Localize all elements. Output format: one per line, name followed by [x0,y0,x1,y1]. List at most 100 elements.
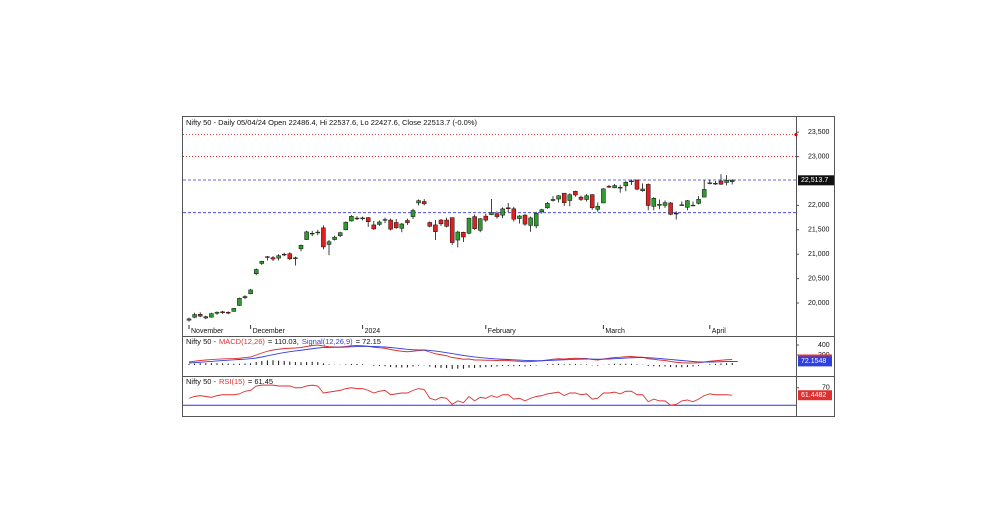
candle-body [561,192,567,203]
candle-body [410,210,416,217]
candle-body [567,194,573,201]
y-tick-label: 23,000 [808,153,830,160]
candle-body [281,253,287,256]
candle-body [489,212,494,215]
candle-body [231,308,237,312]
level-marker [794,132,798,137]
rsi-value-label: 61.4482 [801,392,826,399]
candle-body [242,296,248,298]
candle-body [472,216,477,229]
macd-line [188,344,733,364]
candle-body [718,180,724,185]
x-tick-label: 2024 [365,328,381,335]
candle-body [360,217,365,220]
candle-body [377,221,382,225]
x-tick-label: December [253,328,286,335]
header-part: = 110.03, [268,337,299,346]
candle-body [427,222,433,227]
candle-body [707,182,713,184]
header-part: Signal(12,26,9) [302,337,353,346]
candle-body [729,180,735,182]
candle-body [601,188,606,204]
candle-body [298,245,304,250]
candle-body [640,188,645,191]
y-tick-label: 21,500 [808,227,830,234]
candle-body [349,215,354,222]
candle-body [539,209,545,212]
candle-body [550,199,556,201]
header-part: RSI(15) [219,377,245,386]
x-tick-label: February [488,328,517,335]
candle-body [433,224,438,232]
candle-body [214,311,220,314]
candle-body [382,219,388,221]
candle-body [237,298,242,306]
candle-body [545,203,550,209]
candle-body [393,222,399,228]
rsi-line [188,384,733,406]
frame [182,116,835,417]
candle-body [326,241,332,245]
candle-body [690,204,696,207]
candle-body [606,186,612,188]
candle-body [511,208,517,220]
candle-body [477,218,483,231]
candle-body [388,219,393,230]
candle-body [438,219,444,225]
candle-body [444,219,449,227]
candle-body [220,311,225,313]
candle-body [679,204,685,206]
rsi-value-label-box [798,390,832,401]
candle-body [673,212,679,215]
candle-body [662,202,668,206]
candle-body [713,183,718,185]
candle-body [332,236,337,240]
candle-body [685,200,690,208]
candle-body [724,179,729,183]
candle-body [365,217,371,222]
candle-body [421,201,427,205]
candle-body [265,256,270,258]
macd-line [188,345,738,364]
candle-body [701,189,707,198]
candle-body [337,232,343,236]
header-part: = 61.45 [248,377,273,386]
candle-body [494,213,500,217]
candle-body [483,215,489,221]
candle-body [651,198,657,207]
macd-value-label: 72.1548 [801,358,826,365]
candle-body [645,184,651,206]
candle-body [225,312,231,314]
candle-body [617,187,623,189]
candle-body [612,185,617,189]
y-tick-label: 23,500 [808,129,830,136]
candle-body [595,205,601,210]
candle-body [309,232,315,235]
candle-body [203,316,209,319]
candle-body [276,255,281,259]
x-tick-label: April [712,328,726,335]
candle-body [522,214,528,225]
panel-header: Nifty 50 - RSI(15) = 61.45 [186,377,273,386]
candle-body [186,318,192,321]
header-part: Nifty 50 - [186,377,217,386]
candle-body [248,289,253,295]
candle-body [629,180,634,183]
candle-body [623,181,629,187]
candle-body [517,215,522,219]
candle-body [449,217,455,243]
candle-body [354,217,360,220]
candle-body [556,195,561,200]
y-tick-label: 70 [822,385,830,392]
candle-body [584,195,589,200]
candle-body [657,204,662,206]
y-tick-label: 400 [818,342,830,349]
candle-body [270,257,276,260]
candle-body [416,200,421,204]
candle-body [293,257,298,259]
x-tick-label: November [191,328,224,335]
macd-value-label-box [798,356,832,367]
candle-body [500,208,505,216]
